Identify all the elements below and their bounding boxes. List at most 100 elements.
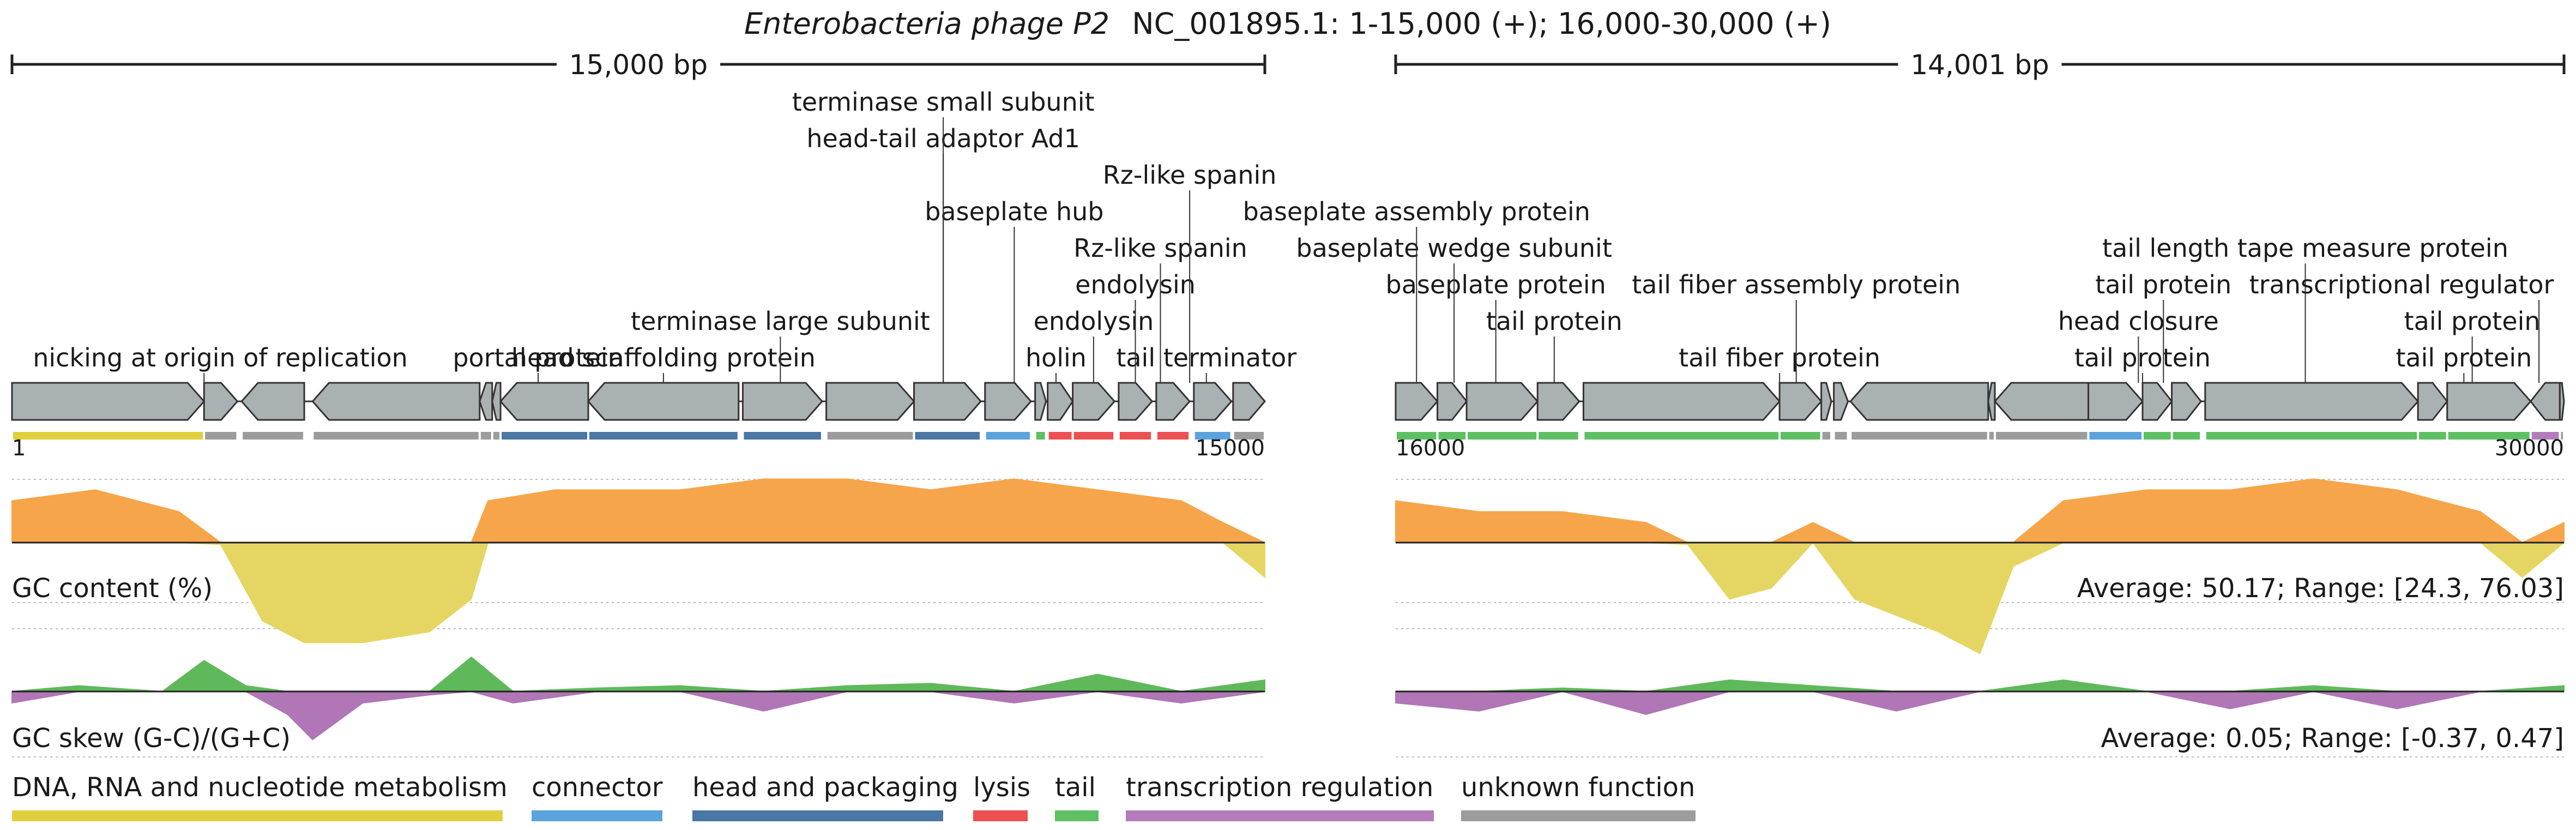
- gene-category-bar: [1835, 432, 1847, 440]
- gene-label: baseplate protein: [1386, 270, 1606, 299]
- gene-category-bar: [589, 432, 738, 440]
- gene-category-bar: [2561, 432, 2563, 440]
- gene-category-bar: [502, 432, 587, 440]
- gene-arrow: [2087, 382, 2144, 421]
- gc-tracks: GC content (%) Average: 50.17; Range: [24…: [11, 478, 2566, 754]
- gene-arrow: [2171, 382, 2203, 421]
- gene-arrow: [2204, 382, 2420, 421]
- gene-category-bar: [1119, 432, 1151, 440]
- gene-label: tail protein: [2404, 306, 2541, 336]
- gc-content-summary: Average: 50.17; Range: [24.3, 76.03]: [2077, 573, 2564, 604]
- gene-arrow: [1395, 382, 1439, 421]
- legend-swatch: [692, 810, 943, 821]
- figure-title: Enterobacteria phage P2 NC_001895.1: 1-1…: [744, 7, 1831, 41]
- gene-arrow: [1437, 382, 1468, 421]
- gene-arrow: [11, 382, 206, 421]
- gene-label: baseplate wedge subunit: [1296, 233, 1612, 263]
- legend-label: tail: [1055, 772, 1096, 803]
- gene-label: tail fiber protein: [1679, 343, 1880, 372]
- gene-arrow: [311, 382, 481, 421]
- gc-content-above: [1395, 478, 2565, 544]
- gene-arrow: [2141, 382, 2173, 421]
- gene-arrow: [1193, 382, 1233, 421]
- gene-arrow: [1118, 382, 1154, 421]
- legend-swatch: [532, 810, 662, 821]
- gene-arrow: [2417, 382, 2448, 421]
- gene-category-bar: [1195, 432, 1230, 440]
- gene-label: transcriptional regulator: [2249, 270, 2554, 299]
- legend-label: transcription regulation: [1126, 772, 1433, 803]
- gene-arrow: [2446, 382, 2532, 421]
- gene-category-bar: [1036, 432, 1045, 440]
- gene-arrow: [499, 382, 589, 421]
- panel-left: 15,000 bp 1 15000 nicking at origin of repl…: [10, 49, 1296, 757]
- title-organism: Enterobacteria phage P2: [744, 7, 1109, 41]
- gene-label: Rz-like spanin: [1103, 160, 1277, 190]
- legend-swatch: [973, 810, 1028, 821]
- gene-category-bar: [1438, 432, 1466, 440]
- gene-arrow: [1072, 382, 1116, 421]
- gene-arrow: [741, 382, 823, 421]
- gc-content-label: GC content (%): [12, 573, 213, 604]
- gene-category-bar: [915, 432, 980, 440]
- gene-category-bar: [827, 432, 913, 440]
- gene-category-bar: [13, 432, 203, 440]
- gene-category-bar: [480, 432, 491, 440]
- legend-swatch: [1126, 810, 1434, 821]
- legend-label: head and packaging: [692, 772, 958, 803]
- gene-arrow: [240, 382, 305, 421]
- gc-skew-summary: Average: 0.05; Range: [-0.37, 0.47]: [2101, 723, 2564, 754]
- gene-category-bar: [2448, 432, 2530, 440]
- gene-arrow: [1994, 382, 2089, 421]
- genome-panels: 15,000 bp 1 15000 nicking at origin of repl…: [10, 49, 2566, 757]
- gene-label: tail protein: [2095, 270, 2231, 299]
- gc-skew-below: [1395, 690, 2564, 715]
- gene-label: tail protein: [1486, 306, 1622, 336]
- gene-arrow: [1820, 382, 1832, 421]
- gene-arrow: [587, 382, 740, 421]
- gene-label: terminase small subunit: [792, 87, 1095, 117]
- panel-length-label: 15,000 bp: [569, 49, 708, 81]
- gene-category-bar: [1781, 432, 1820, 440]
- gene-category-bar: [1048, 432, 1072, 440]
- gene-label: baseplate assembly protein: [1243, 197, 1590, 226]
- legend-swatch: [12, 810, 503, 821]
- gene-label: head scaffolding protein: [511, 343, 816, 372]
- gene-arrow: [2529, 382, 2561, 421]
- gene-label: holin: [1025, 343, 1087, 372]
- gene-label: endolysin: [1075, 270, 1196, 299]
- gene-label: baseplate hub: [925, 197, 1103, 226]
- legend-label: lysis: [973, 772, 1030, 803]
- gene-category-bar: [1989, 432, 1994, 440]
- legend-swatch: [1055, 810, 1099, 821]
- gene-arrow: [1536, 382, 1580, 421]
- gene-arrow: [1778, 382, 1823, 421]
- title-accession: NC_001895.1: 1-15,000 (+); 16,000-30,000…: [1132, 7, 1831, 41]
- panel-right: 14,001 bp 16000 30000 tail fiber protein tai…: [1243, 49, 2566, 757]
- gene-category-bar: [2143, 432, 2171, 440]
- gene-category-bar: [744, 432, 821, 440]
- coord-start: 1: [12, 436, 26, 461]
- gene-arrow: [1047, 382, 1074, 421]
- coord-end: 30000: [2495, 436, 2564, 461]
- gene-arrow: [1034, 382, 1047, 421]
- gene-label: head closure: [2058, 306, 2219, 336]
- legend-swatch: [1461, 810, 1696, 821]
- gene-category-bar: [2173, 432, 2200, 440]
- gene-arrow: [1833, 382, 1849, 421]
- gene-label: terminase large subunit: [631, 306, 930, 336]
- gene-category-bar: [1996, 432, 2088, 440]
- coord-start: 16000: [1396, 436, 1465, 461]
- gene-arrow: [1232, 382, 1266, 421]
- gene-category-bar: [1397, 432, 1437, 440]
- gene-arrow: [1987, 382, 1996, 421]
- gene-arrow: [1582, 382, 1781, 421]
- gene-label: Rz-like spanin: [1073, 233, 1247, 263]
- gene-arrow: [1155, 382, 1191, 421]
- legend-label: DNA, RNA and nucleotide metabolism: [12, 772, 508, 803]
- gene-label: nicking at origin of replication: [33, 343, 408, 372]
- gene-label: tail terminator: [1116, 343, 1296, 372]
- gene-arrow: [825, 382, 915, 421]
- gene-category-bar: [2089, 432, 2141, 440]
- gene-category-bar: [1157, 432, 1189, 440]
